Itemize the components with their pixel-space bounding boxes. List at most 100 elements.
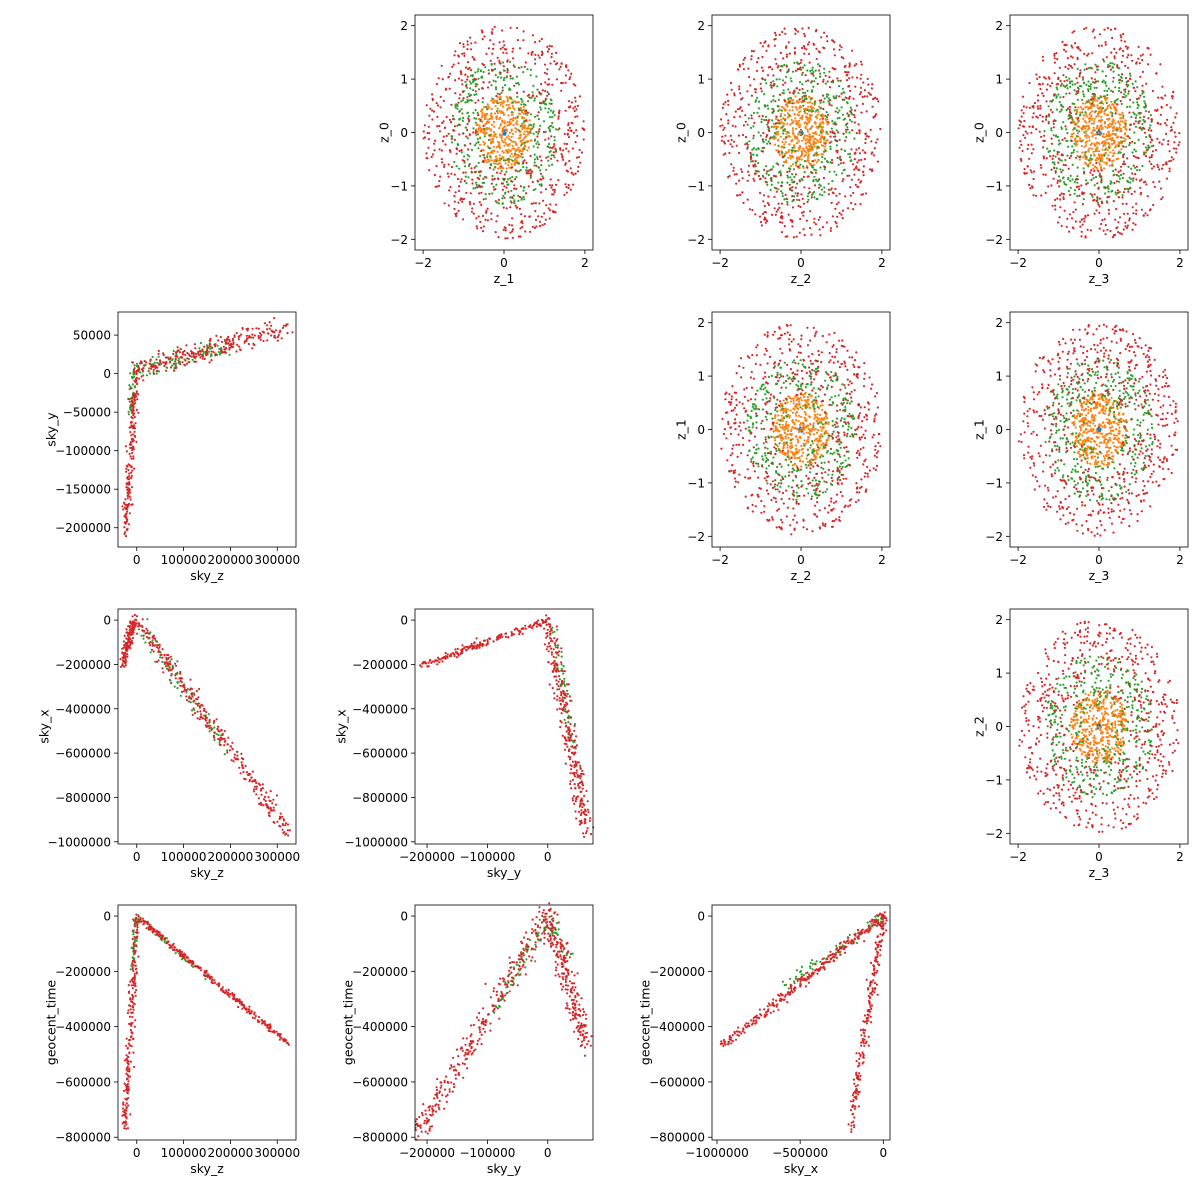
point-green <box>525 166 528 169</box>
point-green <box>489 147 492 150</box>
point-red <box>537 215 540 218</box>
point-green <box>1084 155 1087 158</box>
point-green <box>1081 111 1084 114</box>
point-red <box>1146 214 1149 217</box>
point-green <box>767 173 770 177</box>
point-orange <box>515 143 518 147</box>
point-red <box>1132 177 1135 180</box>
point-green <box>1071 163 1074 166</box>
point-orange <box>487 158 490 161</box>
point-orange <box>824 145 827 148</box>
point-orange <box>1113 152 1116 155</box>
point-red <box>513 178 517 181</box>
point-red <box>496 214 499 217</box>
point-red <box>1113 55 1116 58</box>
point-red <box>480 226 483 229</box>
point-green <box>1122 114 1125 117</box>
point-red <box>485 209 488 212</box>
point-orange <box>492 135 495 138</box>
point-red <box>872 116 875 119</box>
point-red <box>755 69 759 72</box>
point-green <box>1070 80 1074 83</box>
point-red <box>523 65 526 68</box>
point-green <box>781 126 784 129</box>
point-red <box>830 158 834 162</box>
point-green <box>515 82 518 85</box>
point-red <box>214 352 217 355</box>
point-red <box>442 135 445 138</box>
point-red <box>1066 107 1070 110</box>
point-red <box>137 368 140 372</box>
point-orange <box>1124 127 1127 130</box>
point-green <box>1111 62 1114 65</box>
point-green <box>554 128 558 131</box>
point-red <box>1097 44 1101 47</box>
point-green <box>848 118 852 121</box>
point-red <box>211 346 214 349</box>
point-red <box>1050 184 1053 187</box>
point-green <box>780 190 783 193</box>
point-orange <box>795 142 798 145</box>
point-red <box>1113 47 1116 51</box>
point-red <box>125 470 128 473</box>
point-orange <box>1090 131 1093 134</box>
point-orange <box>808 116 812 119</box>
point-green <box>538 183 541 186</box>
point-red <box>779 221 782 224</box>
point-red <box>522 30 525 33</box>
point-red <box>829 229 832 232</box>
point-green <box>515 75 519 78</box>
point-red <box>847 207 850 210</box>
point-green <box>470 148 474 151</box>
point-red <box>567 69 570 72</box>
point-red <box>212 351 215 354</box>
point-green <box>1104 81 1107 84</box>
point-green <box>514 152 517 155</box>
point-orange <box>1098 154 1101 157</box>
point-green <box>469 82 473 85</box>
point-orange <box>795 106 798 109</box>
point-red <box>1122 172 1125 175</box>
point-red <box>199 353 202 356</box>
point-red <box>130 471 133 474</box>
point-red <box>490 212 493 215</box>
point-red <box>778 33 781 36</box>
point-red <box>483 156 486 160</box>
point-red <box>499 62 502 65</box>
point-red <box>557 115 560 118</box>
point-red <box>1144 104 1147 107</box>
point-red <box>570 72 573 75</box>
point-red <box>281 326 284 329</box>
point-green <box>1089 157 1092 160</box>
point-red <box>516 39 520 42</box>
point-orange <box>1110 139 1113 142</box>
point-red <box>567 186 570 189</box>
point-red <box>767 125 770 129</box>
point-green <box>754 99 758 102</box>
point-red <box>810 196 813 199</box>
point-red <box>1079 155 1082 158</box>
point-red <box>870 169 874 173</box>
point-orange <box>503 125 506 128</box>
y-tick-label: 2 <box>697 19 705 33</box>
point-green <box>1096 80 1100 83</box>
point-red <box>809 210 812 213</box>
point-green <box>544 130 547 133</box>
point-green <box>819 166 822 169</box>
point-green <box>479 136 482 140</box>
point-green <box>827 182 830 185</box>
point-red <box>1060 170 1063 174</box>
point-red <box>501 46 504 49</box>
point-red <box>194 352 198 355</box>
point-red <box>1020 143 1023 146</box>
point-red <box>240 333 243 336</box>
point-green <box>1058 110 1061 113</box>
point-red <box>834 135 837 138</box>
point-orange <box>481 114 484 117</box>
point-red <box>788 170 791 173</box>
point-red <box>873 147 876 150</box>
point-red <box>1100 222 1103 226</box>
point-red <box>193 356 196 359</box>
point-orange <box>819 140 822 143</box>
point-red <box>136 382 139 386</box>
